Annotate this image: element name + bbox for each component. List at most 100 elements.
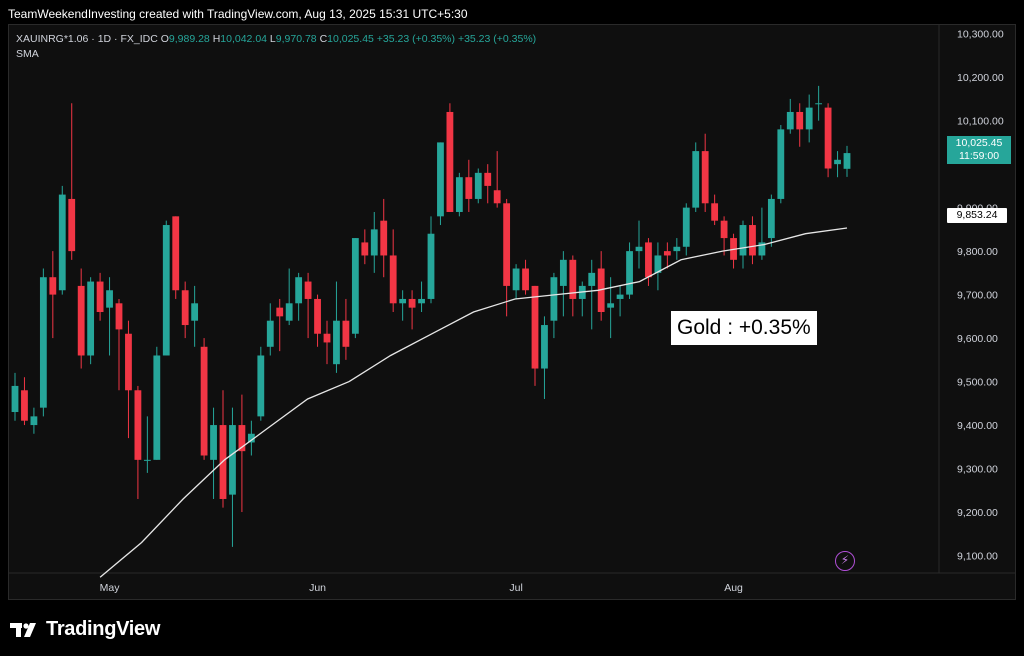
candle[interactable] (645, 238, 652, 286)
candle[interactable] (578, 281, 586, 317)
candle[interactable] (200, 338, 208, 460)
candle[interactable] (455, 172, 463, 217)
candle[interactable] (446, 103, 454, 212)
candle[interactable] (663, 242, 671, 269)
candle[interactable] (361, 229, 369, 265)
candle[interactable] (342, 298, 350, 360)
candle[interactable] (522, 259, 529, 295)
candle[interactable] (569, 255, 577, 317)
candle[interactable] (484, 164, 492, 204)
candle[interactable] (739, 220, 747, 269)
candle[interactable] (843, 145, 851, 177)
candle[interactable] (777, 125, 785, 204)
candle[interactable] (219, 390, 227, 508)
candle[interactable] (314, 294, 321, 347)
candle[interactable] (399, 290, 407, 321)
candle[interactable] (635, 220, 643, 269)
y-tick-label: 10,100.00 (957, 116, 1004, 128)
candle[interactable] (701, 133, 709, 212)
candle[interactable] (834, 151, 841, 178)
candle[interactable] (58, 185, 66, 295)
candle[interactable] (162, 220, 170, 356)
candle[interactable] (370, 211, 378, 273)
symbol-label[interactable]: XAUINRG*1.06 · 1D · FX_IDC (16, 33, 158, 45)
candle[interactable] (115, 298, 123, 391)
candle[interactable] (749, 216, 756, 265)
candle[interactable] (285, 268, 293, 326)
candle[interactable] (474, 168, 482, 204)
candle[interactable] (276, 298, 284, 352)
candle[interactable] (559, 251, 567, 317)
candle[interactable] (238, 394, 246, 513)
candle[interactable] (77, 268, 85, 369)
candle[interactable] (616, 285, 624, 317)
candle[interactable] (607, 277, 615, 339)
candle[interactable] (191, 285, 199, 347)
candle[interactable] (654, 242, 662, 291)
candle[interactable] (531, 285, 539, 386)
candle[interactable] (512, 264, 520, 299)
candle[interactable] (815, 85, 823, 121)
candle[interactable] (143, 416, 151, 473)
candle[interactable] (711, 194, 719, 226)
candle[interactable] (796, 103, 804, 147)
sma-line[interactable] (99, 227, 848, 578)
candle[interactable] (323, 320, 331, 365)
candle[interactable] (389, 229, 397, 312)
last-price-tag: 10,025.45 11:59:00 (947, 136, 1011, 164)
candle[interactable] (172, 216, 180, 299)
candle[interactable] (720, 216, 728, 256)
candle[interactable] (588, 259, 596, 330)
candle[interactable] (247, 420, 255, 456)
candle[interactable] (682, 203, 690, 256)
candle[interactable] (96, 272, 104, 321)
candle[interactable] (730, 233, 737, 269)
candle[interactable] (229, 407, 236, 547)
candle[interactable] (541, 316, 548, 399)
last-price-value: 10,025.45 (955, 137, 1003, 149)
candle[interactable] (266, 303, 274, 356)
candle[interactable] (21, 377, 28, 426)
candle[interactable] (597, 251, 605, 321)
candle[interactable] (427, 216, 435, 304)
candle[interactable] (351, 238, 359, 339)
chart-frame[interactable]: 10,300.0010,200.0010,100.009,900.009,800… (8, 24, 1016, 600)
candle[interactable] (87, 277, 95, 365)
candle[interactable] (134, 385, 142, 499)
candle[interactable] (465, 159, 473, 212)
candle[interactable] (805, 94, 813, 143)
candle[interactable] (304, 272, 312, 339)
candle[interactable] (767, 194, 775, 247)
candle[interactable] (210, 407, 217, 499)
candle[interactable] (106, 277, 113, 356)
candle[interactable] (333, 281, 340, 373)
candle[interactable] (295, 272, 303, 321)
candle[interactable] (408, 290, 416, 330)
candle[interactable] (49, 251, 57, 339)
candle[interactable] (153, 346, 161, 460)
candle[interactable] (125, 320, 132, 439)
candle[interactable] (550, 272, 558, 339)
candle[interactable] (626, 242, 633, 299)
candle[interactable] (181, 281, 189, 339)
candle[interactable] (824, 103, 832, 178)
y-tick-label: 10,300.00 (957, 29, 1004, 41)
lightning-bolt-icon[interactable]: ⚡︎ (835, 551, 855, 571)
sma-indicator-label[interactable]: SMA (16, 48, 39, 60)
candle[interactable] (493, 151, 501, 208)
candle[interactable] (758, 207, 766, 260)
candle[interactable] (418, 281, 425, 312)
tradingview-logo[interactable]: TradingView (10, 618, 160, 641)
chart-canvas[interactable]: 10,300.0010,200.0010,100.009,900.009,800… (9, 25, 1015, 599)
candle[interactable] (39, 268, 47, 417)
candle[interactable] (380, 198, 388, 278)
candle[interactable] (30, 407, 38, 434)
candle[interactable] (68, 103, 76, 260)
candle[interactable] (11, 372, 19, 421)
candle[interactable] (786, 98, 794, 134)
candle[interactable] (437, 142, 444, 226)
candle[interactable] (257, 346, 265, 421)
candle[interactable] (503, 198, 511, 317)
candle[interactable] (673, 238, 681, 260)
candle[interactable] (692, 142, 700, 212)
